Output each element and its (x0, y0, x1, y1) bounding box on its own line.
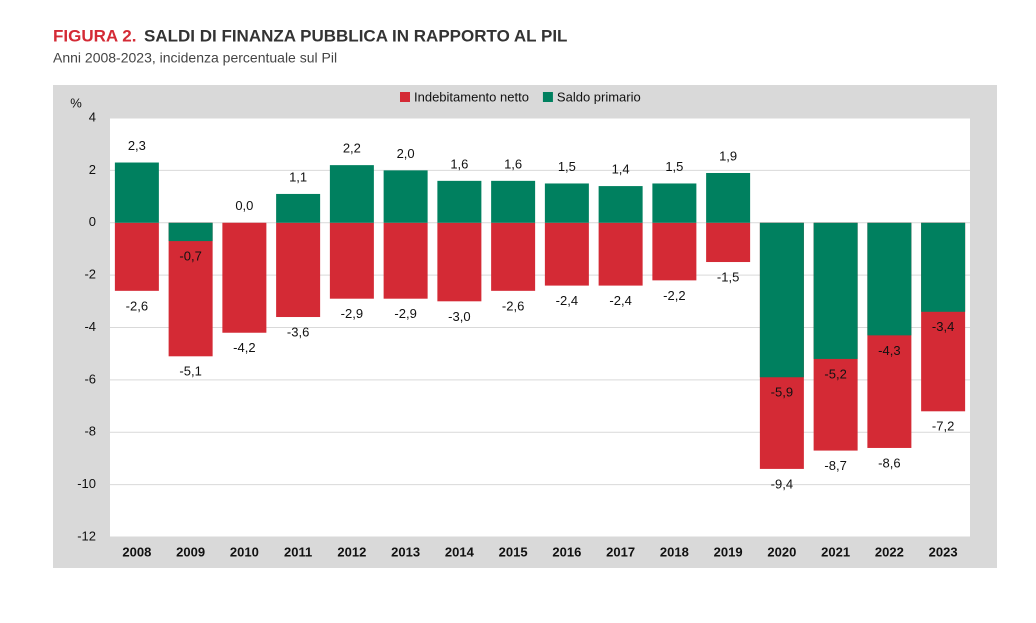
bar (276, 222, 321, 318)
y-tick-label: -4 (84, 319, 96, 334)
y-tick-label: -12 (77, 528, 96, 543)
data-label: -0,7 (179, 249, 201, 264)
bar (598, 222, 643, 286)
data-label: 2,0 (397, 146, 415, 161)
x-tick-label: 2020 (767, 544, 796, 559)
bar (491, 180, 536, 223)
chart-subtitle: Anni 2008-2023, incidenza percentuale su… (53, 50, 337, 66)
x-tick-label: 2009 (176, 544, 205, 559)
x-tick-label: 2013 (391, 544, 420, 559)
data-label: 2,2 (343, 141, 361, 156)
data-label: -9,4 (771, 476, 793, 491)
bar (759, 222, 804, 378)
bar (276, 193, 321, 223)
data-label: 1,6 (504, 156, 522, 171)
x-tick-label: 2021 (821, 544, 850, 559)
y-tick-label: -6 (84, 371, 96, 386)
bar (867, 222, 912, 336)
bar (437, 222, 482, 302)
bar (544, 183, 589, 223)
data-label: 0,0 (235, 198, 253, 213)
data-label: 1,1 (289, 169, 307, 184)
x-tick-label: 2015 (499, 544, 528, 559)
bar (114, 162, 159, 223)
data-label: -2,9 (394, 306, 416, 321)
bar (168, 222, 213, 357)
data-label: -2,4 (556, 293, 578, 308)
chart-title: SALDI DI FINANZA PUBBLICA IN RAPPORTO AL… (144, 26, 567, 45)
data-label: -2,4 (609, 293, 631, 308)
figure-label: FIGURA 2. (53, 26, 136, 45)
data-label: -4,2 (233, 340, 255, 355)
bar (706, 222, 751, 263)
data-label: 1,9 (719, 148, 737, 163)
data-label: -2,9 (341, 306, 363, 321)
y-axis-label: % (70, 95, 82, 110)
data-label: -2,2 (663, 288, 685, 303)
x-tick-label: 2019 (714, 544, 743, 559)
data-label: -7,2 (932, 419, 954, 434)
bar (652, 183, 697, 223)
y-tick-label: 2 (89, 162, 96, 177)
x-tick-label: 2008 (122, 544, 151, 559)
data-label: -5,1 (179, 364, 201, 379)
data-label: -3,0 (448, 309, 470, 324)
x-tick-label: 2017 (606, 544, 635, 559)
x-tick-label: 2023 (929, 544, 958, 559)
data-label: -3,4 (932, 319, 954, 334)
x-tick-label: 2011 (284, 544, 312, 559)
x-tick-label: 2012 (337, 544, 366, 559)
data-label: -5,9 (771, 385, 793, 400)
bar (706, 172, 751, 223)
data-label: -3,6 (287, 324, 309, 339)
data-label: 1,6 (450, 156, 468, 171)
x-tick-label: 2022 (875, 544, 904, 559)
bar (598, 186, 643, 223)
x-tick-label: 2014 (445, 544, 475, 559)
bar (544, 222, 589, 286)
x-tick-label: 2016 (552, 544, 581, 559)
bar (114, 222, 159, 291)
x-tick-label: 2010 (230, 544, 259, 559)
data-label: 1,4 (612, 162, 630, 177)
bar (652, 222, 697, 281)
bar (222, 222, 267, 333)
legend-swatch (542, 92, 553, 102)
data-label: -5,2 (824, 366, 846, 381)
data-label: -2,6 (502, 298, 524, 313)
y-tick-label: -8 (84, 424, 96, 439)
bar (383, 222, 428, 299)
data-label: 1,5 (558, 159, 576, 174)
bar (168, 222, 213, 242)
y-tick-label: 4 (89, 109, 96, 124)
bar (329, 165, 374, 223)
bar (921, 222, 966, 312)
bar (383, 170, 428, 223)
legend-swatch (400, 92, 410, 102)
bar (329, 222, 374, 299)
y-tick-label: -10 (77, 476, 96, 491)
bar (491, 222, 536, 291)
data-label: -1,5 (717, 269, 739, 284)
legend-label: Indebitamento netto (414, 89, 529, 104)
legend-label: Saldo primario (557, 89, 641, 104)
x-tick-label: 2018 (660, 544, 689, 559)
bar (813, 222, 858, 359)
y-tick-label: 0 (89, 214, 96, 229)
data-label: -4,3 (878, 343, 900, 358)
data-label: -8,7 (824, 458, 846, 473)
data-label: -2,6 (126, 298, 148, 313)
bar (437, 180, 482, 223)
data-label: 2,3 (128, 138, 146, 153)
data-label: 1,5 (665, 159, 683, 174)
y-tick-label: -2 (84, 267, 96, 282)
data-label: -8,6 (878, 455, 900, 470)
